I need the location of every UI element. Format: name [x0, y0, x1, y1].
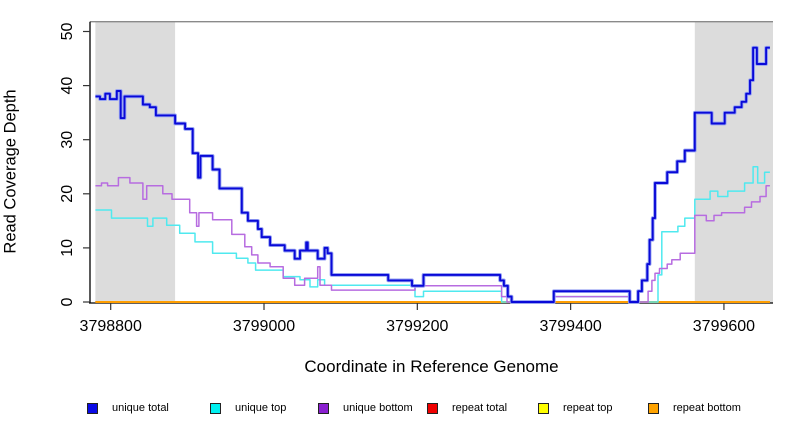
legend-item-repeat-total: repeat total	[427, 399, 507, 417]
y-tick-label: 10	[59, 239, 76, 257]
x-tick-label: 3799200	[386, 318, 448, 335]
legend-label: unique total	[112, 402, 169, 414]
legend-label: unique bottom	[343, 402, 413, 414]
y-tick-label: 30	[59, 131, 76, 149]
x-tick-label: 3799400	[539, 318, 601, 335]
legend: unique total unique top unique bottom repea…	[0, 399, 792, 419]
x-tick-label: 3799600	[693, 318, 755, 335]
legend-item-repeat-top: repeat top	[538, 399, 613, 417]
legend-label: repeat top	[563, 402, 613, 414]
legend-swatch-unique-total	[87, 402, 98, 414]
legend-swatch-repeat-total	[427, 402, 438, 414]
legend-label: repeat bottom	[673, 402, 741, 414]
series-unique-total	[95, 46, 770, 303]
legend-item-repeat-bottom: repeat bottom	[648, 399, 741, 417]
legend-label: unique top	[235, 402, 287, 414]
x-axis-title: Coordinate in Reference Genome	[304, 357, 559, 376]
legend-swatch-unique-bottom	[318, 402, 329, 414]
x-tick-label: 3799000	[233, 318, 295, 335]
legend-label: repeat total	[452, 402, 508, 414]
series-unique-top	[95, 166, 770, 303]
legend-swatch-repeat-bottom	[648, 402, 659, 414]
masked-region-right	[694, 21, 773, 303]
legend-item-unique-bottom: unique bottom	[318, 399, 413, 417]
y-tick-label: 50	[59, 23, 76, 41]
legend-swatch-repeat-top	[538, 402, 549, 414]
legend-item-unique-total: unique total	[87, 399, 169, 417]
y-tick-label: 40	[59, 77, 76, 95]
masked-region-left	[95, 21, 176, 303]
x-tick-label: 3798800	[80, 318, 142, 335]
legend-item-unique-top: unique top	[210, 399, 286, 417]
y-tick-label: 20	[59, 185, 76, 203]
legend-swatch-unique-top	[210, 402, 221, 414]
series-unique-bottom	[95, 176, 770, 303]
y-tick-label: 0	[59, 297, 76, 306]
